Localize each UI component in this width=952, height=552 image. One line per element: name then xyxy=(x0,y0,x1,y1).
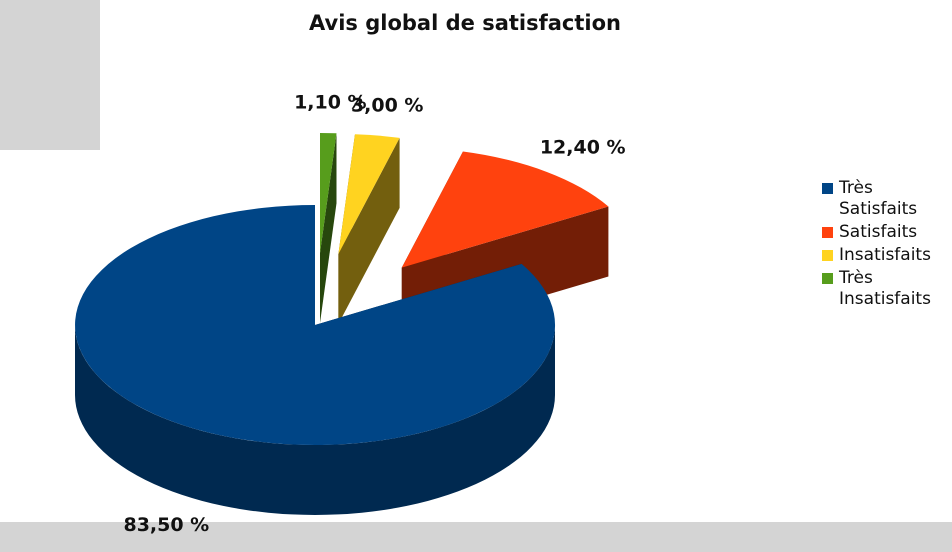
legend-swatch xyxy=(822,183,833,194)
legend-item: Très Satisfaits xyxy=(822,178,952,220)
legend-label: Très Insatisfaits xyxy=(839,268,931,309)
slice-top xyxy=(320,133,337,253)
slice xyxy=(320,133,337,323)
slice-top xyxy=(401,151,609,268)
legend-swatch xyxy=(822,273,833,284)
legend-swatch xyxy=(822,227,833,238)
slice xyxy=(75,205,556,515)
legend-item: Insatisfaits xyxy=(822,245,952,266)
slice-top xyxy=(75,205,556,446)
legend-item: Satisfaits xyxy=(822,222,952,243)
slice xyxy=(338,134,400,324)
legend-label: Satisfaits xyxy=(839,222,918,242)
legend-label: Insatisfaits xyxy=(839,245,931,265)
slice-top xyxy=(338,134,400,254)
legend-swatch xyxy=(822,250,833,261)
chart-title: Avis global de satisfaction xyxy=(309,11,621,35)
slice-rim xyxy=(75,325,555,515)
legend-label: Très Satisfaits xyxy=(839,178,918,219)
legend-item: Très Insatisfaits xyxy=(822,268,952,310)
data-label: 83,50 % xyxy=(123,514,209,536)
legend: Très Satisfaits Satisfaits Insatisfaits Trè… xyxy=(822,178,952,312)
data-label: 1,10 % xyxy=(294,92,367,114)
pie xyxy=(75,133,609,515)
slice-wall xyxy=(320,133,337,323)
data-label: 3,00 % xyxy=(351,94,424,116)
data-label: 12,40 % xyxy=(540,136,626,158)
slice-wall xyxy=(338,137,400,324)
